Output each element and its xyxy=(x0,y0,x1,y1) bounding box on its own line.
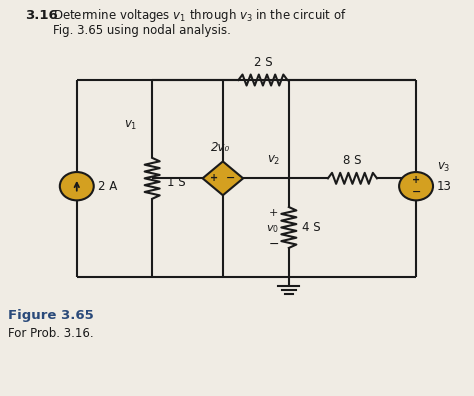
Text: 2 A: 2 A xyxy=(99,180,118,193)
Text: Figure 3.65: Figure 3.65 xyxy=(9,309,94,322)
Text: Fig. 3.65 using nodal analysis.: Fig. 3.65 using nodal analysis. xyxy=(53,25,231,37)
Text: $v_1$: $v_1$ xyxy=(124,119,137,132)
Text: $v_0$: $v_0$ xyxy=(266,224,279,235)
Text: 2 S: 2 S xyxy=(254,56,272,69)
Text: $v_3$: $v_3$ xyxy=(437,161,450,174)
Circle shape xyxy=(60,172,94,200)
Text: −: − xyxy=(226,173,235,183)
Text: −: − xyxy=(268,238,279,251)
Circle shape xyxy=(399,172,433,200)
Text: For Prob. 3.16.: For Prob. 3.16. xyxy=(9,327,94,340)
Text: 4 S: 4 S xyxy=(302,221,320,234)
Text: 1 S: 1 S xyxy=(167,176,186,189)
Text: 8 S: 8 S xyxy=(343,154,362,168)
Text: 13: 13 xyxy=(437,180,452,193)
Text: +: + xyxy=(210,173,218,183)
Text: Determine voltages $v_1$ through $v_3$ in the circuit of: Determine voltages $v_1$ through $v_3$ i… xyxy=(53,7,347,24)
Text: 2v₀: 2v₀ xyxy=(211,141,230,154)
Text: +: + xyxy=(412,175,420,185)
Text: $v_2$: $v_2$ xyxy=(267,154,281,168)
Text: 3.16: 3.16 xyxy=(25,9,58,22)
Text: +: + xyxy=(269,208,278,217)
Polygon shape xyxy=(202,162,243,195)
Text: −: − xyxy=(411,187,421,197)
